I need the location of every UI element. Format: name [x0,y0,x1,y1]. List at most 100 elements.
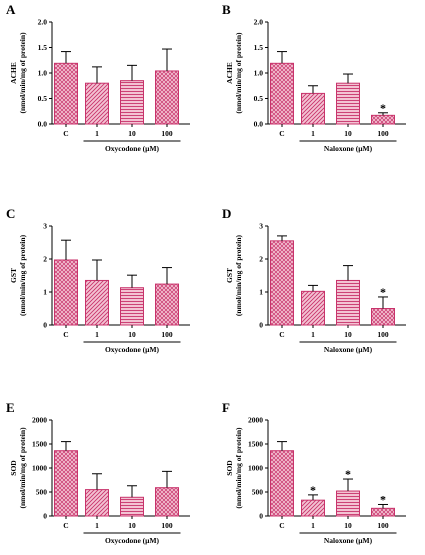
bar [301,290,325,326]
y-axis-unit: (nmol/min/mg of protein) [234,234,243,316]
bar [301,499,325,517]
y-tick-label: 1.0 [38,69,48,78]
group-label: Naloxone (µM) [324,144,373,153]
y-tick-label: 2.0 [38,18,48,27]
bar [155,70,179,125]
y-tick-label: 3 [43,222,47,231]
y-tick-label: 0.0 [38,120,48,129]
category-label: C [279,330,284,339]
y-axis-unit: (nmol/min/mg of protein) [18,32,27,114]
y-axis-title: ACHE [9,62,18,84]
group-label: Oxycodone (µM) [105,345,160,354]
bar [270,62,294,125]
panel-letter: F [222,400,230,415]
category-label: 100 [161,521,173,530]
panel-letter: C [6,206,15,221]
y-tick-label: 2000 [248,416,263,425]
y-axis-unit: (nmol/min/mg of protein) [234,427,243,509]
bar [336,490,360,517]
category-label: C [63,330,68,339]
bar [336,82,360,125]
category-label: 1 [311,521,315,530]
group-label: Oxycodone (µM) [105,536,160,545]
bar [371,507,395,517]
bar [120,80,144,125]
bar [371,114,395,125]
category-label: 10 [128,129,136,138]
bar [120,287,144,326]
y-tick-label: 0 [43,512,47,521]
chart-panel-b: B 0.0 0.5 1.0 1.5 2.0 ACHE (nmol/min/mg of prot… [222,2,406,153]
y-axis-unit: (nmol/min/mg of protein) [18,427,27,509]
chart-panel-d: D 0 1 2 3 GST (nmol/min/mg of protein) C 1 10 * 100… [222,206,406,354]
y-tick-label: 1500 [32,440,47,449]
y-tick-label: 0 [259,321,263,330]
bar [120,496,144,517]
group-label: Oxycodone (µM) [105,144,160,153]
y-tick-label: 2 [259,255,263,264]
chart-panel-a: A 0.0 0.5 1.0 1.5 2.0 ACHE (nmol/min/mg of prot… [6,2,190,153]
bar [85,82,109,125]
y-tick-label: 1000 [248,464,263,473]
category-label: 1 [95,330,99,339]
category-label: 100 [377,521,389,530]
y-tick-label: 0 [43,321,47,330]
y-axis-title: GST [225,268,234,283]
group-label: Naloxone (µM) [324,345,373,354]
category-label: 100 [161,129,173,138]
category-label: C [63,521,68,530]
bar [270,240,294,326]
bar [54,62,78,125]
bar [270,450,294,517]
y-axis-title: GST [9,268,18,283]
significance-star: * [380,285,386,299]
y-axis-title: SOD [225,460,234,476]
panel-letter: D [222,206,231,221]
bar [155,283,179,326]
y-axis-unit: (nmol/min/mg of protein) [234,32,243,114]
category-label: 1 [95,129,99,138]
category-label: C [63,129,68,138]
y-tick-label: 3 [259,222,263,231]
y-tick-label: 1 [259,288,263,297]
significance-star: * [380,492,386,506]
y-tick-label: 0.5 [38,94,48,103]
y-tick-label: 0.5 [254,94,264,103]
category-label: 100 [377,129,389,138]
y-axis-title: SOD [9,460,18,476]
category-label: 10 [344,330,352,339]
y-tick-label: 500 [36,488,48,497]
category-label: C [279,521,284,530]
chart-panel-c: C 0 1 2 3 GST (nmol/min/mg of protein) C 1 10 100O… [6,206,190,354]
category-label: 10 [344,521,352,530]
category-label: 10 [344,129,352,138]
y-tick-label: 2.0 [254,18,264,27]
y-tick-label: 500 [252,488,264,497]
bar [371,308,395,326]
category-label: 1 [311,330,315,339]
y-tick-label: 0 [259,512,263,521]
category-label: 100 [377,330,389,339]
bar [85,489,109,517]
panel-letter: A [6,2,16,17]
y-tick-label: 1 [43,288,47,297]
category-label: 1 [311,129,315,138]
chart-panel-f: F 0 500 1000 1500 2000 SOD (nmol/min/mg of prot… [222,400,406,545]
significance-star: * [345,467,351,481]
bar [54,450,78,517]
category-label: 100 [161,330,173,339]
category-label: C [279,129,284,138]
chart-panel-e: E 0 500 1000 1500 2000 SOD (nmol/min/mg of prot… [6,400,190,545]
y-tick-label: 1000 [32,464,47,473]
y-tick-label: 2000 [32,416,47,425]
y-axis-title: ACHE [225,62,234,84]
bar [301,92,325,125]
category-label: 1 [95,521,99,530]
y-tick-label: 1.0 [254,69,264,78]
group-label: Naloxone (µM) [324,536,373,545]
bar [54,259,78,326]
bar [155,487,179,517]
y-tick-label: 1500 [248,440,263,449]
